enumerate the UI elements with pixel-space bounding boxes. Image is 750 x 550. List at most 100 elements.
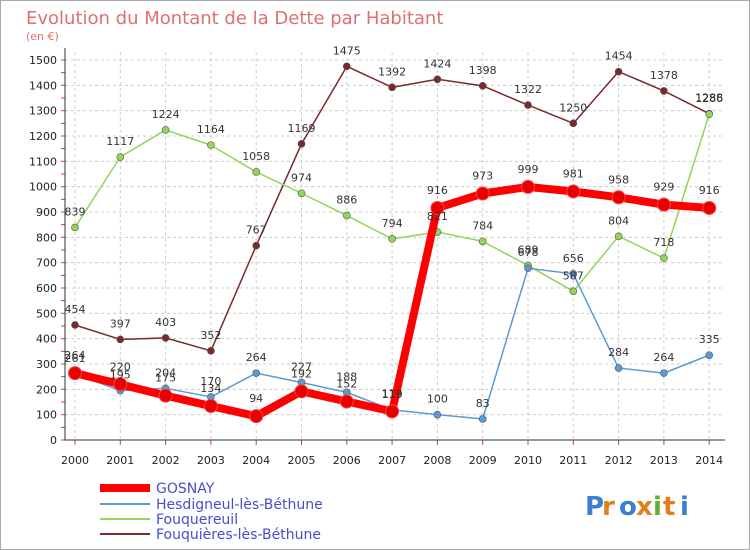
- data-label: 1164: [197, 123, 225, 136]
- y-tick-label: 700: [36, 257, 57, 270]
- data-point: [656, 197, 671, 212]
- data-point: [297, 189, 306, 198]
- data-point: [161, 334, 170, 342]
- series-fouquereuil: [71, 110, 714, 296]
- data-label: 220: [110, 360, 131, 373]
- data-label: 195: [110, 369, 131, 382]
- data-label: 587: [563, 269, 584, 282]
- data-point: [566, 184, 581, 199]
- data-point: [385, 404, 400, 419]
- data-point: [71, 321, 79, 329]
- data-label: 1224: [152, 108, 180, 121]
- data-label: 929: [653, 181, 674, 194]
- x-tick-label: 2003: [197, 454, 225, 467]
- y-tick-label: 800: [36, 231, 57, 244]
- y-tick-label: 0: [50, 434, 57, 447]
- y-tick-label: 1100: [29, 155, 57, 168]
- proxiti-logo: Pr o x i t i: [585, 492, 689, 522]
- x-tick-label: 2005: [288, 454, 316, 467]
- data-label: 152: [336, 377, 357, 390]
- data-point: [660, 87, 668, 95]
- data-label: 1322: [514, 83, 542, 96]
- data-label: 916: [699, 184, 720, 197]
- data-label: 1288: [695, 92, 723, 105]
- data-point: [207, 141, 215, 149]
- data-point: [705, 351, 714, 359]
- data-label: 1398: [469, 64, 497, 77]
- x-tick-label: 2002: [152, 454, 180, 467]
- data-point: [294, 384, 309, 399]
- data-point: [158, 388, 173, 403]
- data-label: 100: [427, 393, 448, 406]
- data-label: 678: [518, 246, 539, 259]
- x-tick-label: 2010: [514, 454, 542, 467]
- legend: GOSNAYHesdigneul-lès-BéthuneFouquereuilF…: [100, 481, 323, 543]
- data-label: 1169: [288, 122, 316, 135]
- data-point: [524, 264, 532, 273]
- data-point: [614, 232, 623, 241]
- data-point: [614, 364, 623, 372]
- data-label: 261: [65, 352, 86, 365]
- data-point: [705, 110, 714, 119]
- data-point: [249, 409, 264, 424]
- data-label: 973: [472, 170, 493, 183]
- data-point: [569, 119, 578, 128]
- data-point: [611, 190, 626, 205]
- data-point: [339, 394, 354, 409]
- y-tick-label: 100: [36, 409, 57, 422]
- logo-letter: x: [636, 492, 653, 522]
- data-point: [116, 153, 125, 161]
- logo-letter: r: [602, 492, 615, 522]
- x-tick-label: 2007: [378, 454, 406, 467]
- data-label: 981: [563, 167, 584, 180]
- data-labels: 454 397 403 352 767 1169 1475 1392 1424 1398 1322 1…: [65, 44, 724, 410]
- data-point: [478, 415, 487, 423]
- data-point: [252, 369, 261, 377]
- data-point: [116, 335, 125, 344]
- data-label: 784: [472, 219, 493, 232]
- x-tick-label: 2009: [469, 454, 497, 467]
- data-point: [660, 369, 668, 377]
- data-point: [702, 200, 717, 215]
- logo-letter: P: [585, 492, 604, 522]
- data-point: [521, 179, 535, 194]
- logo-letter: i: [653, 492, 662, 522]
- data-label: 113: [382, 387, 403, 400]
- data-point: [569, 287, 578, 296]
- legend-label: Fouquières-lès-Béthune: [156, 527, 321, 543]
- data-point: [475, 186, 490, 201]
- data-point: [71, 223, 79, 232]
- x-tick-label: 2012: [605, 454, 633, 467]
- data-label: 335: [699, 333, 720, 346]
- data-point: [478, 237, 487, 246]
- data-label: 804: [608, 214, 629, 227]
- data-point: [478, 82, 487, 90]
- x-tick-label: 2014: [695, 454, 723, 467]
- y-tick-label: 600: [36, 282, 57, 295]
- y-tick-label: 1000: [29, 181, 57, 194]
- data-label: 1392: [378, 65, 406, 78]
- series-fouqui-res-l-s-b-thune: [71, 62, 714, 355]
- data-label: 397: [110, 317, 131, 330]
- x-tick-label: 2008: [423, 454, 451, 467]
- data-label: 1250: [559, 101, 587, 114]
- y-tick-label: 1300: [29, 105, 57, 118]
- data-label: 718: [653, 236, 674, 249]
- chart-title: Evolution du Montant de la Dette par Hab…: [26, 8, 443, 29]
- data-label: 1117: [106, 135, 134, 148]
- data-label: 119: [382, 388, 403, 401]
- logo-letter: o: [619, 492, 637, 522]
- data-label: 352: [200, 329, 221, 342]
- chart-unit-label: (en €): [26, 30, 59, 43]
- y-tick-label: 400: [36, 333, 57, 346]
- data-point: [433, 410, 442, 419]
- y-tick-label: 200: [36, 383, 57, 396]
- data-point: [433, 75, 442, 84]
- data-point: [660, 254, 668, 262]
- y-tick-label: 1400: [29, 79, 57, 92]
- legend-label: Fouquereuil: [156, 512, 238, 528]
- logo-letter: i: [680, 492, 689, 522]
- data-point: [342, 62, 351, 71]
- data-point: [388, 235, 396, 243]
